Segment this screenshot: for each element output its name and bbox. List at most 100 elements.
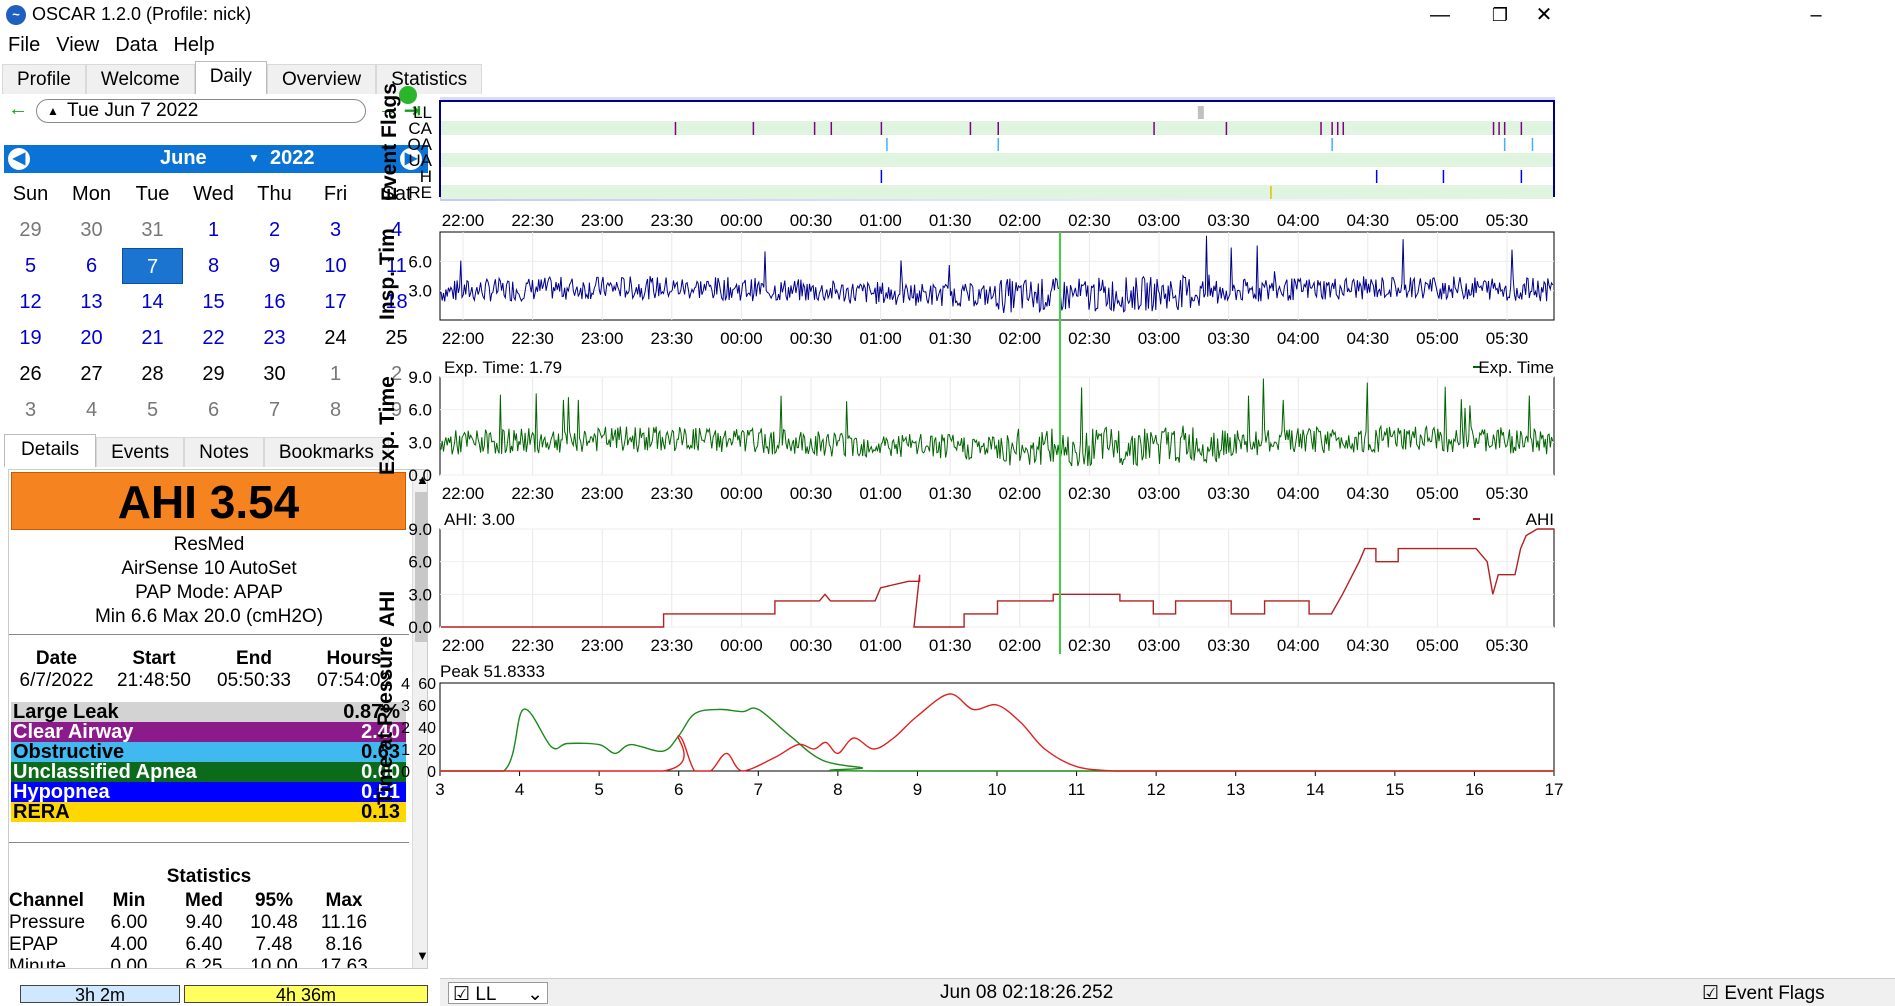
calendar-day[interactable]: 20 (80, 327, 103, 349)
calendar-day[interactable]: 27 (80, 363, 103, 385)
menu-data[interactable]: Data (115, 34, 158, 56)
flags-row-band (441, 153, 1553, 167)
menu-help[interactable]: Help (173, 34, 215, 56)
calendar-day[interactable]: 9 (390, 399, 403, 421)
next-month-icon[interactable]: ▶ (400, 148, 422, 170)
tab-welcome[interactable]: Welcome (85, 64, 195, 94)
scroll-up-icon[interactable]: ▲ (416, 472, 428, 487)
tab-bookmarks[interactable]: Bookmarks (263, 437, 389, 467)
menu-view[interactable]: View (56, 34, 100, 56)
tab-notes[interactable]: Notes (184, 437, 264, 467)
maximize-icon[interactable]: ❐ (1491, 5, 1509, 25)
minimize-button[interactable]: — (1430, 4, 1450, 26)
checkbox-icon[interactable]: ☑ (453, 984, 471, 1005)
calendar-day[interactable]: 13 (80, 291, 103, 313)
calendar-day[interactable]: 17 (324, 291, 347, 313)
calendar-week: 3 4 5 6 7 8 9 (0, 392, 430, 428)
calendar-day[interactable]: 5 (24, 255, 37, 277)
calendar-day[interactable]: 6 (85, 255, 98, 277)
time-tick: 00:30 (790, 484, 833, 503)
graph-select[interactable]: ☑ LL ⌄ (448, 982, 548, 1005)
event-row[interactable]: Clear Airway 2.40 (11, 722, 406, 742)
time-tick: 00:00 (720, 636, 763, 655)
calendar-day[interactable]: 1 (207, 219, 220, 241)
time-tick: 02:30 (1068, 636, 1111, 655)
details-scrollbar[interactable]: ▲ ▼ (412, 470, 428, 968)
month-dropdown-icon[interactable]: ▼ (248, 151, 260, 165)
scroll-down-icon[interactable]: ▼ (416, 948, 428, 963)
calendar-day[interactable]: 4 (390, 219, 403, 241)
calendar-day[interactable]: 11 (386, 255, 407, 277)
calendar-day[interactable]: 28 (141, 363, 164, 385)
calendar-day[interactable]: 7 (122, 248, 183, 284)
event-row[interactable]: RERA 0.13 (11, 802, 406, 822)
calendar-day[interactable]: 9 (268, 255, 281, 277)
pap-mode: PAP Mode: APAP (135, 582, 283, 603)
calendar-day[interactable]: 3 (329, 219, 342, 241)
y-tick: 9.0 (408, 520, 432, 539)
session-value: 05:50:33 (217, 670, 291, 691)
menu-file[interactable]: File (8, 34, 41, 56)
calendar-day[interactable]: 29 (19, 219, 42, 241)
calendar-day[interactable]: 15 (202, 291, 225, 313)
chevron-down-icon[interactable]: ⌄ (527, 984, 543, 1005)
calendar-day[interactable]: 23 (263, 327, 286, 349)
calendar-year[interactable]: 2022 (270, 147, 315, 169)
calendar-day[interactable]: 25 (385, 327, 408, 349)
calendar-day[interactable]: 2 (390, 363, 403, 385)
checkbox-icon[interactable]: ☑ (1702, 983, 1720, 1004)
calendar-day[interactable]: 8 (207, 255, 220, 277)
next-day-icon[interactable]: → (378, 98, 398, 120)
minimize-icon[interactable]: – (1810, 4, 1822, 26)
calendar-day[interactable]: 12 (19, 291, 42, 313)
calendar-day[interactable]: 16 (263, 291, 286, 313)
calendar-day[interactable]: 3 (24, 399, 37, 421)
event-row[interactable]: Unclassified Apnea 0.00 (11, 762, 406, 782)
calendar-day[interactable]: 19 (19, 327, 42, 349)
calendar-day[interactable]: 31 (141, 219, 164, 241)
calendar-day[interactable]: 7 (268, 399, 281, 421)
calendar-day[interactable]: 22 (202, 327, 225, 349)
prev-month-icon[interactable]: ◀ (8, 148, 30, 170)
scroll-thumb[interactable] (415, 492, 427, 642)
calendar-day[interactable]: 26 (19, 363, 42, 385)
calendar-day[interactable]: 18 (385, 291, 408, 313)
event-flags-toggle[interactable]: ☑ Event Flags (1702, 982, 1825, 1005)
time-tick: 04:30 (1347, 329, 1390, 348)
flag-mark (752, 122, 755, 135)
tab-daily[interactable]: Daily (194, 61, 267, 94)
calendar-day[interactable]: 10 (324, 255, 347, 277)
calendar-day[interactable]: 30 (80, 219, 103, 241)
event-row[interactable]: Obstructive 0.63 (11, 742, 406, 762)
calendar-toggle-icon[interactable]: ▲ (47, 104, 59, 118)
tab-statistics[interactable]: Statistics (376, 64, 483, 94)
calendar-day[interactable]: 8 (329, 399, 342, 421)
calendar-day[interactable]: 4 (85, 399, 98, 421)
tab-details[interactable]: Details (4, 434, 97, 467)
calendar-month[interactable]: June (160, 147, 207, 169)
calendar-day[interactable]: 5 (146, 399, 159, 421)
prev-day-icon[interactable]: ← (8, 98, 28, 120)
tab-overview[interactable]: Overview (266, 64, 377, 94)
last-day-icon[interactable]: ⇥ (404, 100, 421, 122)
title-bar: ~ OSCAR 1.2.0 (Profile: nick) – ❐ ✕ — (0, 0, 1895, 30)
calendar-day[interactable]: 24 (324, 327, 347, 349)
calendar-day[interactable]: 30 (263, 363, 286, 385)
tab-profile[interactable]: Profile (2, 64, 86, 94)
event-value: 0.13 (361, 801, 400, 823)
flag-mark (997, 122, 999, 135)
event-row[interactable]: Hypopnea 0.51 (11, 782, 406, 802)
close-icon[interactable]: ✕ (1535, 4, 1553, 26)
calendar-day[interactable]: 21 (141, 327, 164, 349)
y-tick: 0 (401, 764, 410, 781)
event-row[interactable]: Large Leak 0.87% (11, 702, 406, 722)
calendar-day[interactable]: 1 (329, 363, 342, 385)
date-combo[interactable]: ▲ Tue Jun 7 2022 (36, 99, 366, 123)
tab-events[interactable]: Events (96, 437, 185, 467)
calendar-day[interactable]: 2 (268, 219, 281, 241)
calendar-day[interactable]: 14 (141, 291, 164, 313)
calendar-day[interactable]: 6 (207, 399, 220, 421)
calendar-day[interactable]: 29 (202, 363, 225, 385)
